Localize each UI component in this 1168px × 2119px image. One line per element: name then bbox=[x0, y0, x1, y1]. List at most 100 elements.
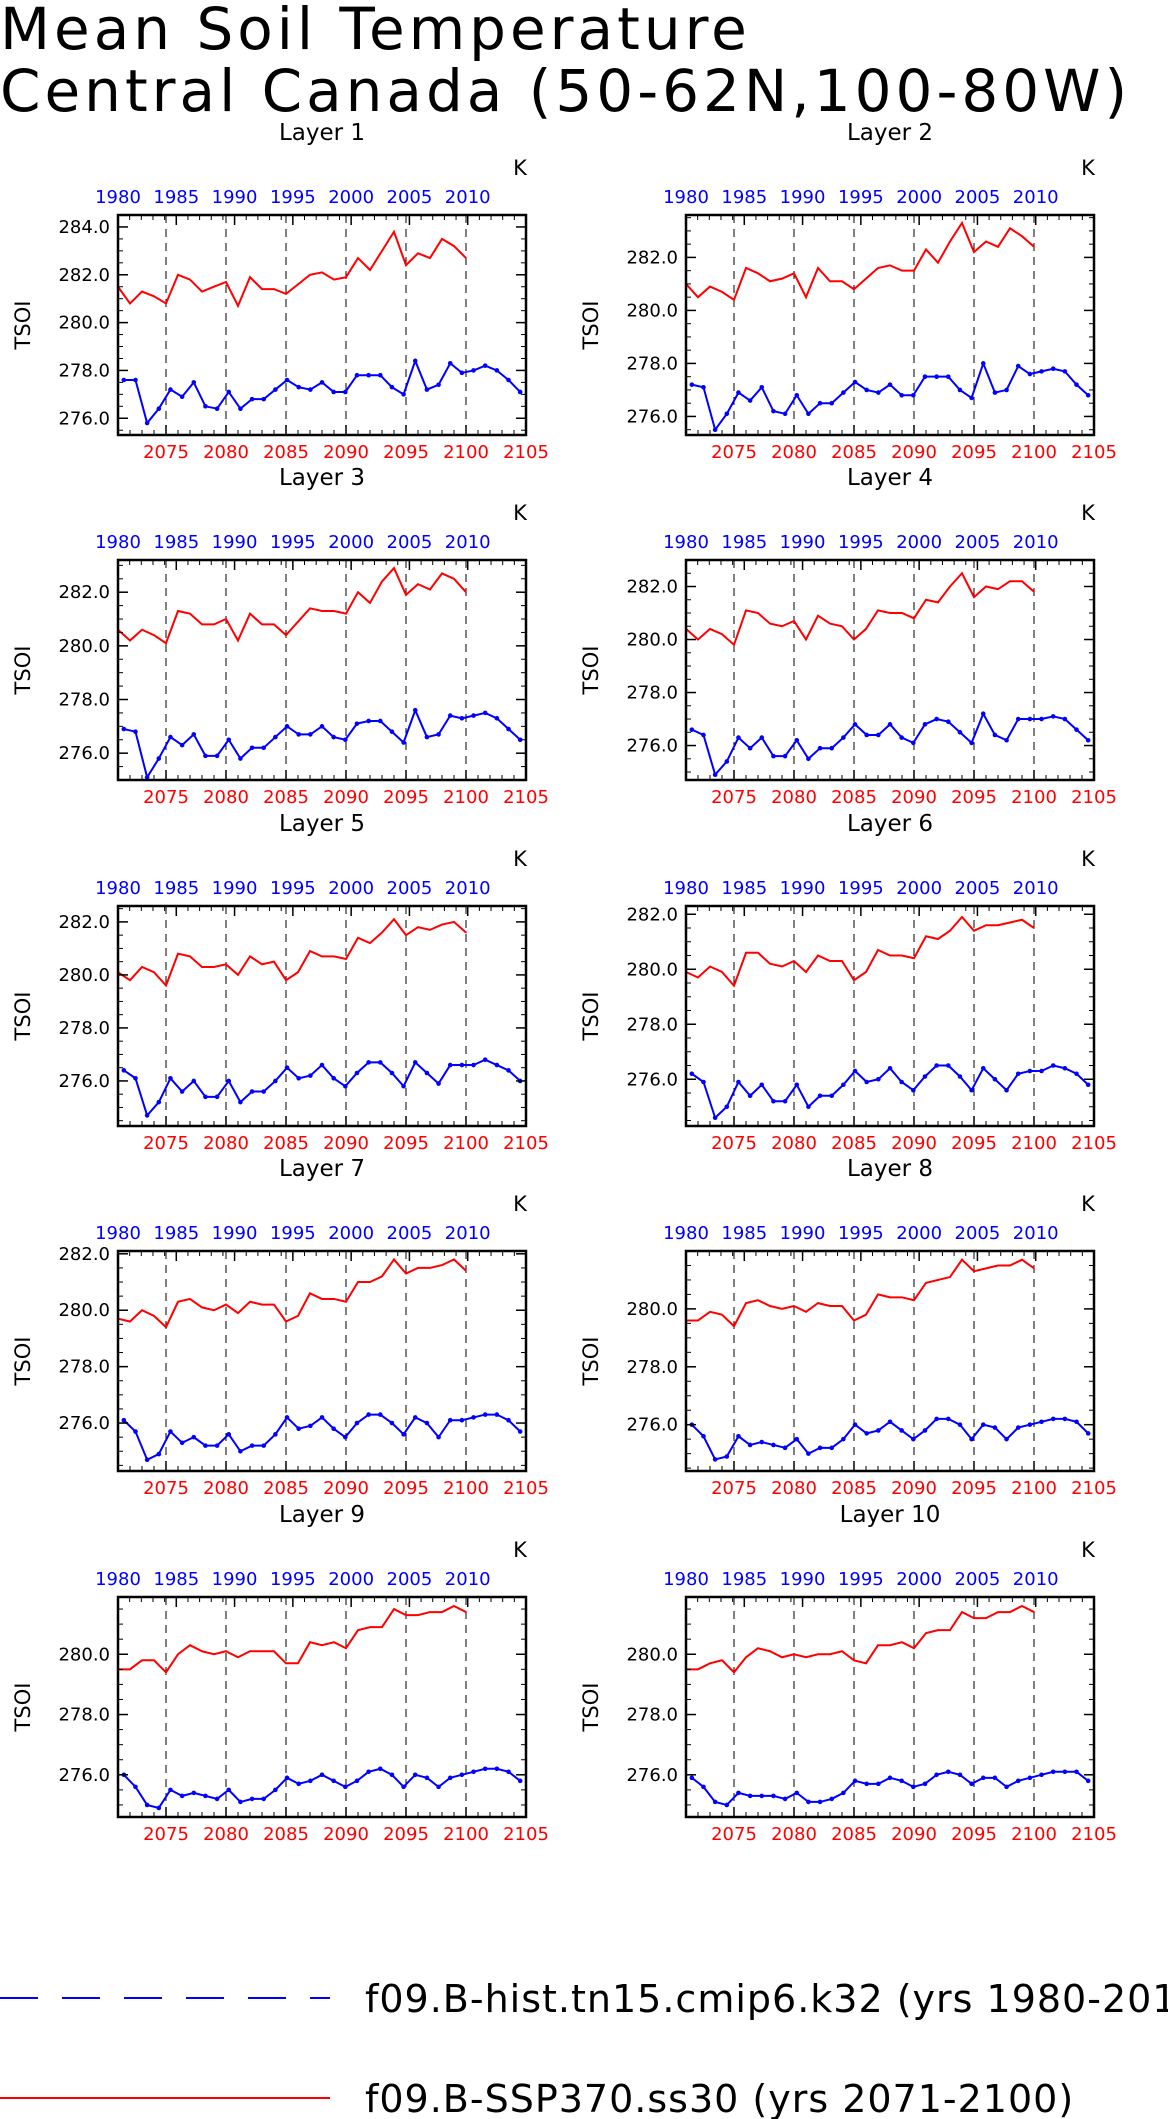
ssp-data-point bbox=[405, 934, 407, 936]
hist-data-point bbox=[1015, 363, 1021, 369]
y-tick-label: 280.0 bbox=[58, 313, 110, 334]
panel-title: Layer 2 bbox=[847, 120, 933, 146]
ssp-data-point bbox=[985, 240, 987, 243]
ssp-data-point bbox=[153, 1315, 155, 1317]
x-tick-label-hist: 2000 bbox=[896, 1223, 942, 1244]
x-tick-label-hist: 1980 bbox=[663, 878, 709, 899]
hist-data-point bbox=[133, 1429, 138, 1434]
hist-data-point bbox=[841, 390, 846, 395]
hist-data-point bbox=[459, 370, 465, 376]
x-tick-label-hist: 2005 bbox=[387, 1223, 433, 1244]
ssp-data-point bbox=[733, 984, 735, 987]
ssp-data-point bbox=[793, 272, 795, 275]
hist-data-point bbox=[980, 1775, 986, 1781]
ssp-data-point bbox=[333, 1641, 335, 1644]
hist-data-point bbox=[922, 1781, 928, 1787]
x-tick-label-hist: 2005 bbox=[955, 1223, 1001, 1244]
hist-data-point bbox=[806, 1799, 811, 1805]
hist-data-point bbox=[284, 1415, 290, 1420]
ssp-data-point bbox=[985, 1267, 987, 1270]
x-tick-label-ssp: 2100 bbox=[1011, 787, 1057, 808]
ssp-data-point bbox=[1033, 1611, 1035, 1613]
ssp-data-point bbox=[781, 277, 783, 280]
hist-data-point bbox=[911, 1087, 916, 1093]
ssp-data-point bbox=[453, 1605, 455, 1607]
ssp-data-point bbox=[697, 976, 699, 979]
ssp-data-point bbox=[321, 610, 323, 612]
x-tick-label-hist: 2005 bbox=[387, 1569, 433, 1590]
ssp-data-point bbox=[937, 938, 939, 940]
x-tick-label-hist: 2000 bbox=[896, 878, 942, 899]
hist-data-point bbox=[319, 380, 325, 385]
units-label: K bbox=[1081, 156, 1096, 180]
hist-data-point bbox=[794, 1436, 800, 1442]
ssp-data-point bbox=[381, 1626, 383, 1628]
x-tick-label-ssp: 2080 bbox=[203, 1133, 249, 1154]
x-tick-label-hist: 1995 bbox=[270, 187, 316, 208]
ssp-data-point bbox=[913, 957, 915, 960]
hist-data-point bbox=[1050, 366, 1056, 372]
ssp-data-point bbox=[249, 1650, 251, 1653]
hist-data-point bbox=[273, 1432, 278, 1437]
x-tick-label-ssp: 2090 bbox=[323, 1133, 369, 1154]
ssp-data-point bbox=[309, 1292, 311, 1295]
x-tick-label-ssp: 2085 bbox=[263, 787, 309, 808]
hist-data-point bbox=[168, 1075, 173, 1081]
hist-data-point bbox=[794, 392, 800, 398]
x-tick-label-hist: 1990 bbox=[212, 187, 258, 208]
y-tick-label: 276.0 bbox=[626, 1415, 678, 1436]
hist-data-point bbox=[226, 1787, 232, 1793]
hist-data-point bbox=[1039, 1419, 1044, 1425]
ssp-data-point bbox=[745, 1302, 747, 1304]
hist-data-point bbox=[471, 1415, 476, 1420]
hist-data-point bbox=[401, 740, 406, 745]
ssp-data-point bbox=[949, 585, 951, 588]
hist-data-point bbox=[829, 1093, 835, 1099]
hist-data-point bbox=[992, 1076, 998, 1082]
hist-data-point bbox=[864, 1781, 869, 1787]
ssp-data-point bbox=[357, 591, 359, 593]
panel-title: Layer 6 bbox=[847, 811, 933, 837]
x-tick-label-hist: 2010 bbox=[445, 187, 491, 208]
hist-data-point bbox=[1062, 716, 1068, 722]
panel-layer-1: Layer 1 K TSOI 2075 2080 2085 2090 2095 2100 2105… bbox=[11, 120, 549, 463]
x-tick-label-ssp: 2105 bbox=[503, 1824, 549, 1845]
hist-data-point bbox=[899, 392, 904, 398]
x-tick-label-ssp: 2090 bbox=[891, 1478, 937, 1499]
hist-data-point bbox=[1027, 371, 1033, 377]
x-tick-label-ssp: 2095 bbox=[951, 1824, 997, 1845]
ssp-data-point bbox=[465, 591, 467, 593]
hist-data-point bbox=[736, 1790, 741, 1796]
hist-data-point bbox=[794, 1790, 800, 1796]
ssp-data-point bbox=[393, 567, 395, 569]
hist-data-point bbox=[482, 1412, 488, 1417]
panel-title: Layer 4 bbox=[847, 465, 933, 491]
x-tick-label-hist: 2000 bbox=[328, 878, 374, 899]
y-tick-label: 278.0 bbox=[58, 690, 110, 711]
ssp-data-point bbox=[697, 1668, 699, 1671]
hist-data-point bbox=[331, 1426, 336, 1431]
ssp-data-point bbox=[769, 1305, 771, 1307]
hist-data-point bbox=[980, 361, 986, 366]
hist-data-point bbox=[133, 729, 138, 735]
hist-data-point bbox=[689, 1071, 695, 1077]
panel-layer-4: Layer 4 K TSOI 2075 2080 2085 2090 2095 2100 2105… bbox=[579, 465, 1117, 808]
ssp-data-point bbox=[889, 612, 891, 614]
plot-frame bbox=[116, 558, 528, 782]
hist-data-point bbox=[806, 756, 811, 762]
ssp-data-point bbox=[769, 1650, 771, 1653]
x-tick-label-ssp: 2075 bbox=[711, 442, 757, 463]
panel-layer-9: Layer 9 K TSOI 2075 2080 2085 2090 2095 2100 2105… bbox=[11, 1502, 549, 1845]
ssp-data-point bbox=[381, 1275, 383, 1278]
hist-data-point bbox=[168, 387, 173, 392]
hist-data-point bbox=[736, 1433, 741, 1439]
ssp-data-point bbox=[249, 955, 251, 958]
y-axis-label: TSOI bbox=[579, 1683, 603, 1733]
ssp-data-point bbox=[405, 594, 407, 596]
hist-data-point bbox=[899, 1079, 904, 1085]
hist-data-point bbox=[471, 1769, 476, 1775]
hist-data-point bbox=[389, 1420, 395, 1426]
ssp-data-point bbox=[345, 1647, 347, 1650]
ssp-data-point bbox=[165, 302, 167, 305]
hist-data-point bbox=[1004, 387, 1009, 393]
